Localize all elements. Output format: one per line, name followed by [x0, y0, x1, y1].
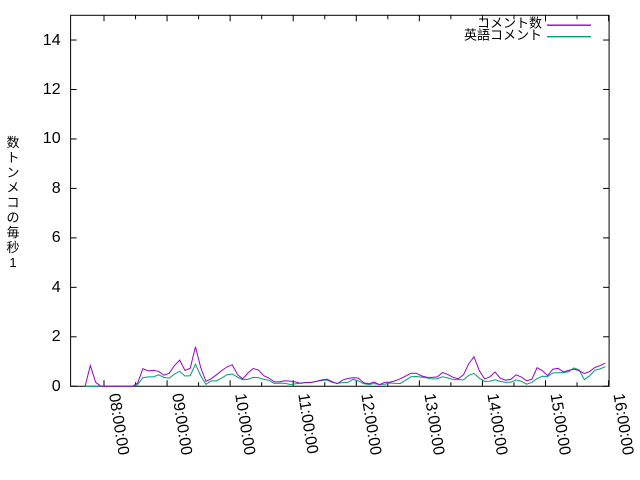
- svg-text:ン: ン: [6, 165, 19, 180]
- svg-text:2: 2: [52, 328, 61, 345]
- svg-text:6: 6: [52, 229, 61, 246]
- svg-text:0: 0: [52, 378, 61, 395]
- svg-text:秒: 秒: [6, 240, 19, 255]
- svg-text:毎: 毎: [6, 225, 19, 240]
- svg-text:数: 数: [6, 135, 19, 150]
- svg-text:8: 8: [52, 180, 61, 197]
- svg-text:4: 4: [52, 279, 61, 296]
- svg-text:1: 1: [9, 255, 16, 270]
- svg-text:コ: コ: [6, 195, 19, 210]
- svg-text:ト: ト: [6, 150, 19, 165]
- svg-text:の: の: [6, 210, 19, 225]
- svg-text:メ: メ: [6, 180, 19, 195]
- svg-text:10: 10: [43, 130, 61, 147]
- svg-text:英語コメント: 英語コメント: [464, 28, 542, 43]
- svg-text:12: 12: [43, 81, 61, 98]
- svg-text:14: 14: [43, 32, 61, 49]
